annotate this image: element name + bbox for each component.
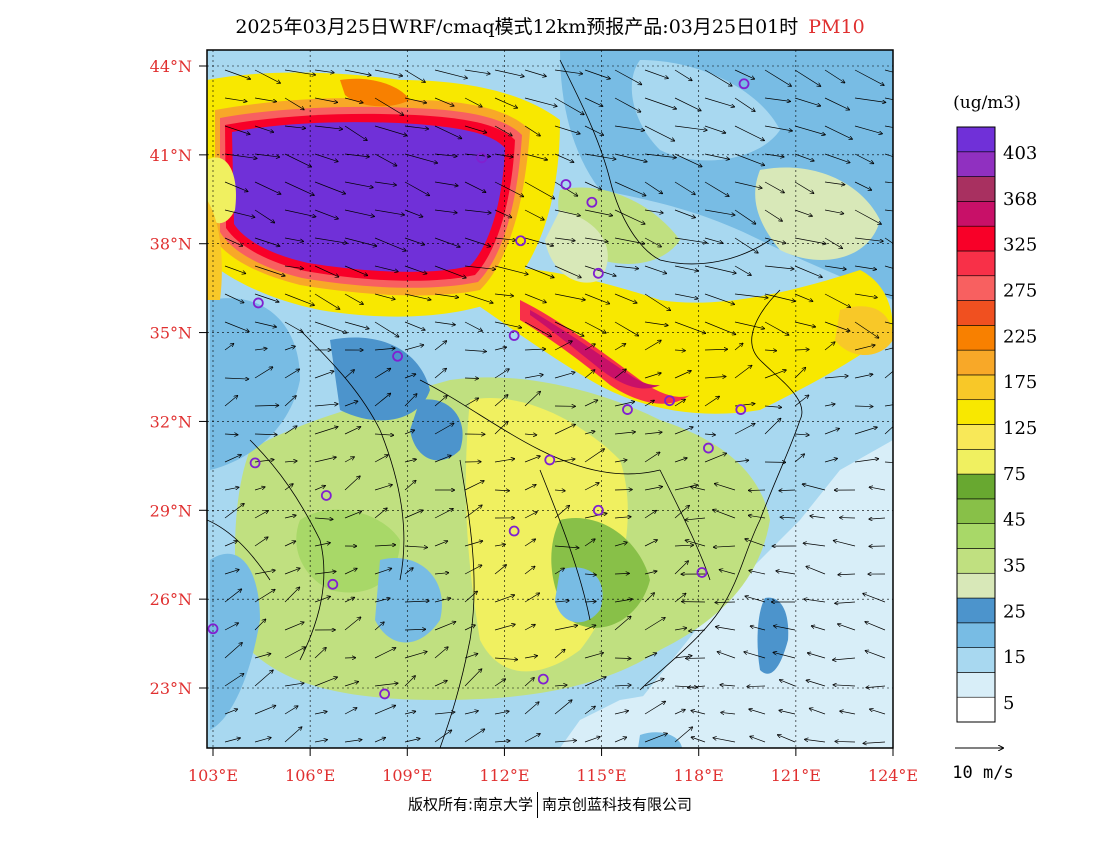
lon-label: 118°E	[674, 766, 724, 785]
legend-label: 75	[1003, 464, 1026, 485]
lat-label: 29°N	[150, 501, 192, 520]
lat-label: 44°N	[150, 57, 192, 76]
legend-color-box	[957, 400, 995, 425]
lat-label: 38°N	[150, 235, 192, 254]
legend-color-box	[957, 301, 995, 326]
legend-unit: (ug/m3)	[953, 93, 1021, 113]
legend-color-box	[957, 598, 995, 623]
legend-color-box	[957, 573, 995, 598]
lat-label: 32°N	[150, 412, 192, 431]
legend-color-box	[957, 177, 995, 202]
lon-label: 112°E	[479, 766, 529, 785]
legend-label: 125	[1003, 418, 1037, 439]
legend-color-box	[957, 226, 995, 251]
lon-label: 106°E	[285, 766, 335, 785]
legend-color-box	[957, 276, 995, 301]
legend-label: 225	[1003, 326, 1037, 347]
legend-color-box	[957, 672, 995, 697]
legend-color-box	[957, 648, 995, 673]
legend-label: 325	[1003, 235, 1037, 256]
footer-credits: 版权所有:南京大学南京创蓝科技有限公司	[0, 792, 1100, 818]
legend-color-box	[957, 425, 995, 450]
legend-color-box	[957, 350, 995, 375]
legend-color-box	[957, 251, 995, 276]
legend-color-box	[957, 127, 995, 152]
lon-label: 124°E	[868, 766, 918, 785]
lon-label: 109°E	[382, 766, 432, 785]
legend-label: 368	[1003, 189, 1037, 210]
lon-label: 115°E	[576, 766, 626, 785]
footer-separator	[537, 792, 538, 818]
legend-label: 175	[1003, 372, 1037, 393]
legend-label: 15	[1003, 647, 1026, 668]
company-text: 南京创蓝科技有限公司	[542, 796, 692, 814]
lon-label: 121°E	[771, 766, 821, 785]
legend-color-box	[957, 325, 995, 350]
longitude-labels: 103°E 106°E 109°E 112°E 115°E 118°E 121°E 124°E	[188, 748, 918, 785]
lat-label: 35°N	[150, 324, 192, 343]
legend-color-box	[957, 474, 995, 499]
legend-color-box	[957, 375, 995, 400]
lat-label: 23°N	[150, 679, 192, 698]
legend-label: 45	[1003, 510, 1026, 531]
lat-label: 41°N	[150, 146, 192, 165]
legend-color-box	[957, 623, 995, 648]
wind-scale: 10 m/s	[952, 748, 1013, 783]
legend-label: 5	[1003, 693, 1014, 714]
pm10-field	[207, 50, 893, 748]
copyright-text: 版权所有:南京大学	[408, 796, 533, 814]
legend-color-box	[957, 697, 995, 722]
legend-label: 275	[1003, 281, 1037, 302]
wind-scale-label: 10 m/s	[952, 763, 1013, 783]
legend-color-box	[957, 152, 995, 177]
lon-label: 103°E	[188, 766, 238, 785]
legend-label: 35	[1003, 556, 1026, 577]
legend-color-box	[957, 449, 995, 474]
legend-color-box	[957, 201, 995, 226]
legend-label: 25	[1003, 601, 1026, 622]
colorbar-legend: (ug/m3) 403 368 325 275 225 175 125 75 45 35 25 15 5	[953, 93, 1037, 722]
lat-label: 26°N	[150, 590, 192, 609]
legend-color-box	[957, 499, 995, 524]
latitude-labels: 44°N 41°N 38°N 35°N 32°N 29°N 26°N 23°N	[150, 57, 207, 698]
legend-label: 403	[1003, 143, 1037, 164]
legend-color-box	[957, 548, 995, 573]
legend-color-box	[957, 524, 995, 549]
